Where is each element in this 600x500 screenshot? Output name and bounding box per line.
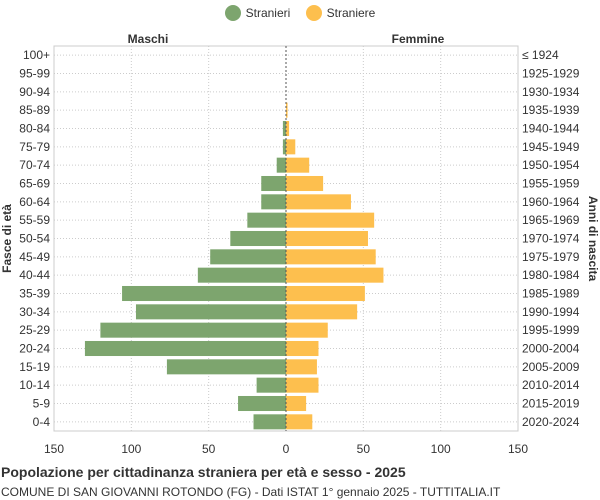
age-group-label: 50-54 — [19, 232, 50, 246]
header-female: Femmine — [392, 32, 445, 46]
chart-title: Popolazione per cittadinanza straniera p… — [1, 464, 406, 480]
birth-year-label: 1975-1979 — [522, 250, 580, 264]
legend-swatch-male — [224, 5, 241, 21]
bar-male — [261, 194, 286, 210]
age-group-label: 30-34 — [19, 305, 50, 319]
age-group-label: 55-59 — [19, 213, 50, 227]
age-group-label: 100+ — [23, 48, 50, 62]
x-tick-label: 100 — [431, 442, 451, 456]
bar-female — [286, 157, 310, 173]
bar-female — [286, 249, 376, 265]
age-group-label: 40-44 — [19, 268, 50, 282]
bar-female — [286, 304, 358, 320]
age-group-label: 75-79 — [19, 140, 50, 154]
bar-male — [100, 322, 287, 338]
age-group-label: 95-99 — [19, 67, 50, 81]
birth-year-label: ≤ 1924 — [522, 48, 559, 62]
age-group-label: 10-14 — [19, 378, 50, 392]
birth-year-label: 1950-1954 — [522, 158, 580, 172]
bar-female — [286, 359, 317, 375]
age-group-label: 60-64 — [19, 195, 50, 209]
bar-female — [286, 212, 375, 228]
birth-year-label: 1995-1999 — [522, 323, 580, 337]
bar-female — [286, 395, 307, 412]
bar-male — [282, 139, 286, 155]
age-group-label: 45-49 — [19, 250, 50, 264]
birth-year-label: 2020-2024 — [522, 415, 580, 429]
birth-year-label: 1930-1934 — [522, 85, 580, 99]
age-group-label: 65-69 — [19, 177, 50, 191]
bar-female — [286, 414, 313, 430]
birth-year-label: 2010-2014 — [522, 378, 580, 392]
chart-subtitle: COMUNE DI SAN GIOVANNI ROTONDO (FG) - Da… — [1, 485, 501, 499]
birth-year-label: 1935-1939 — [522, 103, 580, 117]
birth-year-label: 2000-2004 — [522, 342, 580, 356]
birth-year-label: 1980-1984 — [522, 268, 580, 282]
bar-male — [166, 359, 286, 375]
bar-male — [261, 175, 286, 192]
age-group-label: 25-29 — [19, 323, 50, 337]
x-tick-label: 150 — [508, 442, 528, 456]
bar-male — [210, 249, 286, 265]
legend-label-male: Stranieri — [245, 6, 291, 20]
legend-swatch-female — [305, 5, 322, 21]
bar-male — [84, 340, 286, 357]
bar-female — [286, 139, 296, 155]
x-tick-label: 100 — [121, 442, 141, 456]
age-group-label: 0-4 — [33, 415, 51, 429]
bar-female — [286, 230, 368, 247]
header-male: Maschi — [128, 32, 169, 46]
y-axis-title-left: Fasce di età — [0, 204, 14, 273]
age-group-label: 35-39 — [19, 287, 50, 301]
birth-year-label: 1985-1989 — [522, 287, 580, 301]
bar-female — [286, 377, 319, 393]
bar-male — [256, 377, 286, 393]
legend: Stranieri Straniere — [0, 5, 600, 24]
age-group-label: 80-84 — [19, 122, 50, 136]
bar-male — [282, 120, 286, 137]
age-group-label: 90-94 — [19, 85, 50, 99]
bar-female — [286, 175, 324, 192]
x-tick-label: 50 — [202, 442, 216, 456]
bar-male — [122, 285, 286, 302]
birth-year-label: 1970-1974 — [522, 232, 580, 246]
birth-year-label: 1925-1929 — [522, 67, 580, 81]
bar-male — [230, 230, 286, 247]
birth-year-label: 1945-1949 — [522, 140, 580, 154]
bar-male — [238, 395, 286, 412]
bar-female — [286, 340, 319, 357]
age-group-label: 20-24 — [19, 342, 50, 356]
birth-year-label: 1960-1964 — [522, 195, 580, 209]
bar-male — [135, 304, 286, 320]
birth-year-label: 1955-1959 — [522, 177, 580, 191]
birth-year-label: 1965-1969 — [522, 213, 580, 227]
bar-male — [276, 157, 286, 173]
bar-female — [286, 102, 288, 118]
birth-year-label: 2015-2019 — [522, 397, 580, 411]
legend-item-male[interactable]: Stranieri — [224, 5, 291, 21]
bar-male — [197, 267, 286, 283]
bar-female — [286, 285, 365, 302]
age-group-label: 5-9 — [33, 397, 51, 411]
birth-year-label: 1940-1944 — [522, 122, 580, 136]
population-pyramid-chart: 150 100 50 0 50 100 150 100+ ≤ 1924 95-99 1925-192… — [0, 32, 600, 456]
x-tick-label: 150 — [44, 442, 64, 456]
bar-female — [286, 267, 384, 283]
bar-female — [286, 194, 351, 210]
bar-male — [247, 212, 286, 228]
x-tick-label: 50 — [357, 442, 371, 456]
age-group-label: 70-74 — [19, 158, 50, 172]
birth-year-label: 1990-1994 — [522, 305, 580, 319]
bar-female — [286, 322, 328, 338]
bar-female — [286, 120, 290, 137]
y-axis-title-right: Anni di nascita — [586, 196, 600, 282]
birth-year-label: 2005-2009 — [522, 360, 580, 374]
age-group-label: 15-19 — [19, 360, 50, 374]
legend-label-female: Straniere — [326, 6, 376, 20]
bar-male — [253, 414, 286, 430]
age-group-label: 85-89 — [19, 103, 50, 117]
legend-item-female[interactable]: Straniere — [305, 5, 376, 21]
x-tick-label: 0 — [283, 442, 290, 456]
